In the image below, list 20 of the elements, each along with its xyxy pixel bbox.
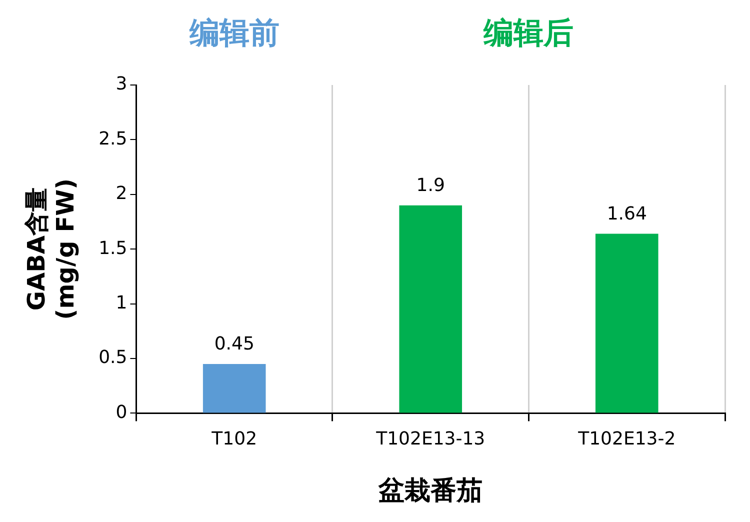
data-label: 0.45 [214, 334, 254, 355]
y-tick-label: 2 [116, 183, 128, 204]
y-tick-label: 0.5 [98, 347, 128, 368]
y-tick-label: 2.5 [98, 128, 128, 150]
x-tick-label: T102 [210, 428, 258, 450]
y-tick-label: 0 [116, 402, 128, 423]
y-tick-label: 1 [116, 292, 128, 314]
text: 编辑后 [482, 16, 574, 51]
x-tick-label: T102E13-2 [577, 428, 676, 450]
y-tick-label: 1.5 [98, 238, 128, 259]
x-tick-label: T102E13-13 [375, 428, 486, 450]
x-axis-title: 盆栽番茄 [378, 476, 483, 506]
data-label: 1.9 [416, 175, 445, 196]
text: 编辑前 [188, 16, 280, 51]
data-label: 1.64 [606, 203, 647, 224]
bar [202, 364, 266, 413]
y-tick-label: 3 [116, 74, 128, 95]
bar [399, 205, 462, 413]
bar [595, 234, 658, 413]
y-axis-title: GABA含量 (mg/g FW) [22, 178, 80, 320]
